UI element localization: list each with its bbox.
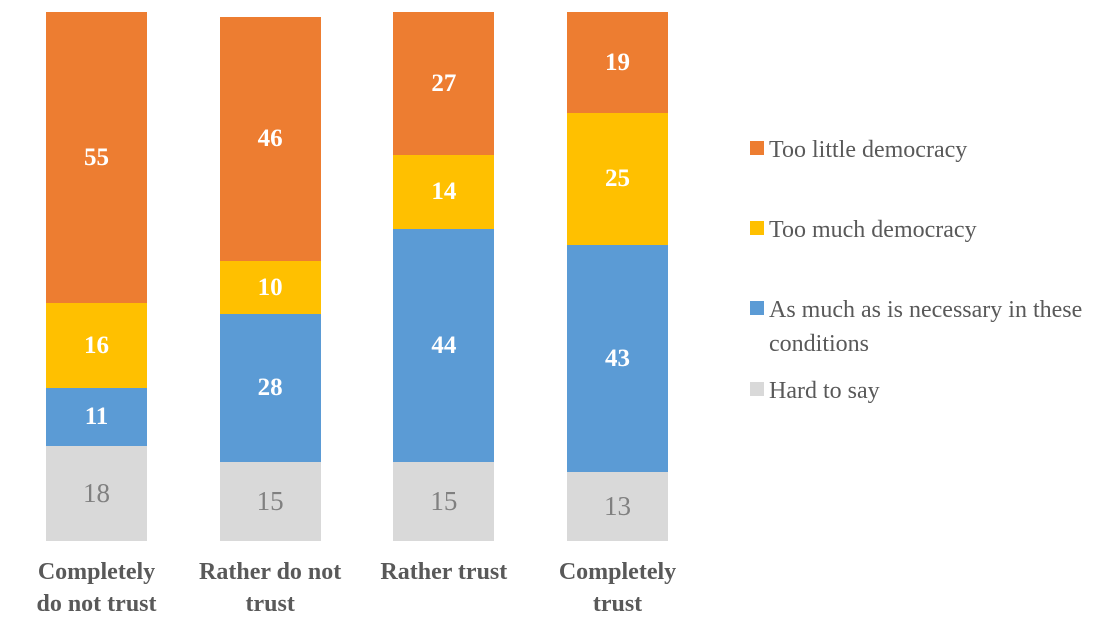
bar-value-label: 16	[84, 331, 109, 359]
legend-label: Too little democracy	[769, 137, 968, 163]
bar-segment: 25	[566, 112, 668, 245]
bar-segment: 13	[566, 472, 668, 541]
bar-column: 27 14 44 15	[393, 12, 495, 541]
bar-segment: 44	[393, 228, 495, 462]
category-label-line: trust	[592, 591, 643, 617]
bar-column: 46 10 28 15	[219, 17, 321, 541]
legend-item: Too much democracy	[750, 213, 1100, 247]
category-label: Rather trust	[349, 556, 539, 588]
category-label-line: Completely	[37, 559, 156, 585]
category-label: Completely trust	[523, 556, 713, 620]
bar-segment: 15	[219, 461, 321, 541]
legend-label: Too much democracy	[769, 217, 977, 243]
bar-value-label: 55	[84, 144, 109, 171]
bar-segment: 27	[393, 12, 495, 155]
bar-segment: 28	[219, 313, 321, 462]
legend-marker-icon	[750, 141, 764, 155]
bar-value-label: 46	[257, 125, 283, 153]
bar-segment: 11	[46, 387, 147, 446]
legend-marker-icon	[750, 301, 764, 315]
bar-value-label: 44	[431, 331, 457, 359]
bar-value-label: 11	[84, 403, 109, 431]
bar-column: 55 16 11 18	[46, 12, 147, 541]
bar-value-label: 43	[604, 345, 630, 372]
category-label-line: trust	[245, 591, 295, 617]
bar-segment: 46	[219, 17, 321, 261]
category-label: Completely do not trust	[2, 556, 192, 620]
bar-value-label: 14	[431, 178, 457, 206]
category-label: Rather do not trust	[175, 556, 365, 620]
category-label-line: do not trust	[36, 591, 157, 617]
plot-area: 55 16 11 18 46 10 28 15 27 14 44 15 19 25 43 13	[46, 12, 668, 541]
bar-value-label: 19	[604, 48, 630, 76]
legend-label: As much as is necessary in these conditi…	[769, 297, 1083, 357]
bar-value-label: 15	[430, 485, 458, 516]
bar-value-label: 18	[83, 477, 110, 508]
category-label-line: Rather do not	[199, 559, 342, 585]
bar-segment: 43	[566, 244, 668, 473]
bar-value-label: 13	[603, 491, 631, 522]
legend-item: Too little democracy	[750, 133, 1100, 167]
bar-value-label: 27	[431, 69, 457, 97]
bar-value-label: 25	[604, 165, 630, 193]
category-label-line: Completely	[558, 559, 677, 585]
bar-segment: 14	[393, 154, 495, 229]
bar-value-label: 28	[257, 374, 283, 402]
legend-item: As much as is necessary in these conditi…	[750, 293, 1100, 361]
bar-segment: 15	[393, 461, 495, 541]
bar-segment: 16	[46, 302, 147, 388]
bar-value-label: 15	[256, 485, 284, 516]
bar-value-label: 10	[257, 273, 283, 301]
legend-marker-icon	[750, 382, 764, 396]
bar-segment: 55	[46, 12, 147, 303]
bar-column: 19 25 43 13	[566, 12, 668, 541]
legend-item: Hard to say	[750, 374, 1100, 408]
legend-marker-icon	[750, 221, 764, 235]
bar-segment: 18	[46, 445, 147, 541]
legend: Too little democracy Too much democracy As…	[750, 133, 1100, 408]
category-label-line: Rather trust	[380, 559, 508, 585]
legend-label: Hard to say	[769, 378, 880, 404]
bar-segment: 10	[219, 260, 321, 314]
bar-segment: 19	[566, 12, 668, 113]
